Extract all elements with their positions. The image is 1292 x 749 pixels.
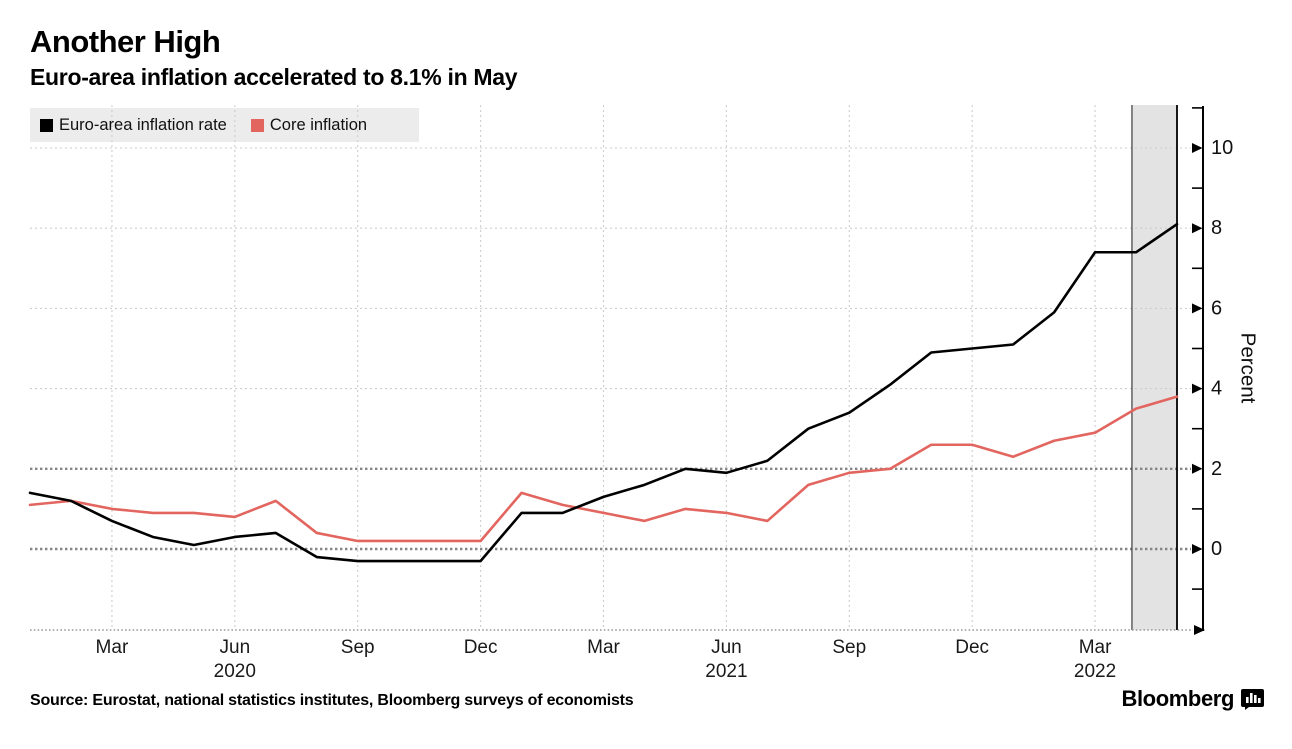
y-major-tick-arrow-4 [1192, 383, 1203, 394]
y-tick-label-8: 8 [1211, 217, 1222, 239]
y-tick-label-10: 10 [1211, 137, 1233, 159]
x-tick-label-jun-5: Jun [220, 637, 251, 658]
y-major-tick-arrow-2 [1192, 463, 1203, 474]
y-axis-title: Percent [1237, 333, 1260, 404]
x-tick-label-dec-23: Dec [955, 637, 989, 658]
x-axis-arrow [1194, 625, 1205, 635]
legend-background [30, 108, 419, 142]
y-major-tick-arrow-6 [1192, 303, 1203, 314]
y-major-tick-arrow-10 [1192, 143, 1203, 153]
y-major-tick-arrow-0 [1192, 544, 1203, 554]
legend-label-euro-area-inflation: Euro-area inflation rate [59, 115, 227, 134]
chart-subtitle: Euro-area inflation accelerated to 8.1% … [30, 64, 518, 90]
bloomberg-terminal-icon [1241, 689, 1264, 710]
series-line-core-inflation [28, 395, 1179, 543]
bloomberg-logo: Bloomberg [1121, 686, 1264, 712]
x-tick-label-dec-11: Dec [464, 637, 498, 658]
chart-title: Another High [30, 24, 221, 59]
highlight-band [1131, 105, 1177, 630]
series-line-euro-area-inflation-rate [28, 222, 1179, 563]
legend-swatch-euro-area-inflation [40, 118, 53, 132]
x-tick-label-sep-8: Sep [341, 637, 375, 658]
x-tick-label-mar-2: Mar [96, 637, 129, 658]
legend-item-core-inflation: Core inflation [250, 115, 368, 135]
legend-label-core-inflation: Core inflation [269, 115, 368, 134]
x-tick-label-mar-14: Mar [587, 637, 620, 658]
y-tick-label-2: 2 [1211, 458, 1222, 480]
bloomberg-wordmark: Bloomberg [1121, 686, 1234, 711]
source-attribution: Source: Eurostat, national statistics in… [30, 692, 634, 709]
x-tick-label-sep-20: Sep [832, 637, 866, 658]
y-tick-label-6: 6 [1211, 297, 1222, 319]
x-tick-label-mar-26: Mar [1079, 637, 1112, 658]
y-major-tick-arrow-8 [1192, 223, 1203, 234]
x-year-label-2020: 2020 [214, 661, 256, 682]
legend: Euro-area inflation rate Core inflation [30, 108, 419, 142]
y-tick-label-0: 0 [1211, 538, 1222, 560]
x-tick-label-jun-17: Jun [711, 637, 742, 658]
y-tick-label-4: 4 [1211, 378, 1222, 400]
x-year-label-2022: 2022 [1074, 661, 1116, 682]
x-year-label-2021: 2021 [705, 661, 747, 682]
legend-item-euro-area-inflation: Euro-area inflation rate [40, 116, 227, 135]
legend-swatch-core-inflation [250, 118, 264, 132]
